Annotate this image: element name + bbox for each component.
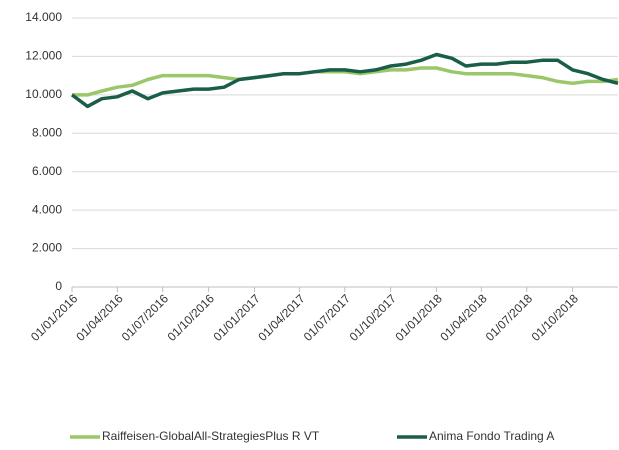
x-tick-label: 01/04/2017 (255, 291, 308, 344)
x-tick-label: 01/07/2016 (119, 291, 172, 344)
x-tick-label: 01/10/2016 (165, 291, 218, 344)
x-tick-label: 01/01/2018 (392, 291, 445, 344)
x-tick-label: 01/01/2016 (28, 291, 81, 344)
x-tick-label: 01/01/2017 (210, 291, 263, 344)
y-tick-label: 0 (55, 279, 62, 293)
x-tick-label: 01/04/2016 (73, 291, 126, 344)
legend-label: Raiffeisen-GlobalAll-StrategiesPlus R VT (102, 429, 320, 443)
y-tick-label: 8.000 (32, 125, 62, 139)
y-tick-label: 10.000 (25, 87, 62, 101)
x-tick-label: 01/07/2017 (301, 291, 354, 344)
x-tick-label: 01/04/2018 (437, 291, 490, 344)
x-tick-label: 01/10/2017 (347, 291, 400, 344)
legend-label: Anima Fondo Trading A (429, 429, 554, 443)
y-tick-label: 6.000 (32, 164, 62, 178)
y-tick-label: 12.000 (25, 49, 62, 63)
y-tick-label: 4.000 (32, 202, 62, 216)
y-tick-label: 2.000 (32, 241, 62, 255)
series-line (70, 52, 619, 109)
series-line (72, 66, 619, 97)
x-tick-label: 01/07/2018 (483, 291, 536, 344)
y-tick-label: 14.000 (25, 10, 62, 24)
x-tick-label: 01/10/2018 (529, 291, 582, 344)
